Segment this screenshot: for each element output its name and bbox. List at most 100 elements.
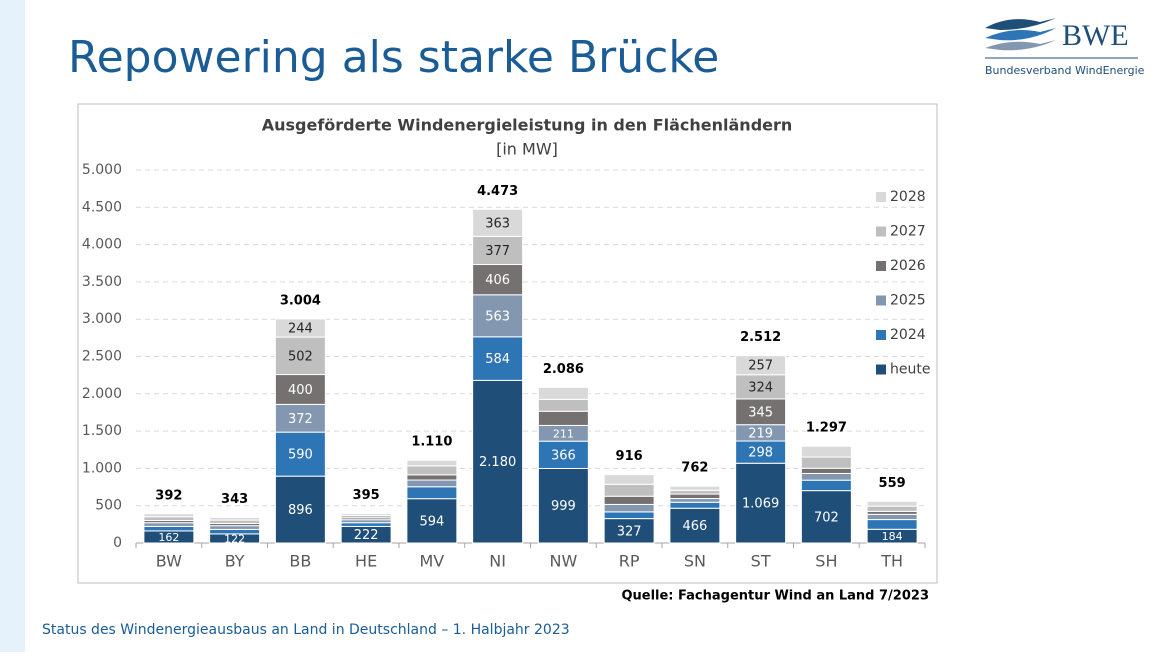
bar-segment [143,516,195,521]
bar-segment [472,336,524,381]
x-tick-label: BB [289,552,311,571]
bar-segment [274,403,326,433]
bar-segment [274,336,326,376]
segment-label: 563 [485,309,510,324]
bar-segment [800,472,852,481]
logo-text: BWE [1062,19,1129,52]
bar-segment [406,486,458,500]
side-strip [0,0,25,652]
legend-swatch [876,261,886,271]
total-label: 1.297 [806,421,847,436]
y-tick-label: 2.500 [82,349,122,365]
bar-segment [209,528,261,535]
segment-label: 406 [485,273,510,288]
y-tick-label: 500 [95,498,122,514]
legend-label: 2025 [890,293,926,309]
segment-label: 162 [158,531,179,544]
segment-label: 590 [288,448,313,463]
y-tick-label: 5.000 [82,162,122,178]
x-tick-label: BW [156,552,182,571]
bar-segment [537,440,589,469]
bar-segment [537,398,589,412]
segment-label: 298 [748,446,773,461]
segment-label: 345 [748,405,773,420]
bar-segment [603,518,655,544]
legend-label: 2024 [890,327,926,343]
bar-segment [274,475,326,544]
bar-segment [669,498,721,503]
legend-label: 2026 [890,258,926,274]
bar-segment [340,513,392,516]
y-tick-label: 2.000 [82,386,122,402]
segment-label: 363 [485,216,510,231]
legend-label: 2028 [890,189,926,205]
bar-segment [537,467,589,544]
bar-segment [669,489,721,495]
logo-subtitle: Bundesverband WindEnergie [985,64,1145,77]
total-label: 3.004 [280,293,321,308]
segment-label: 244 [288,322,313,337]
total-label: 2.512 [740,330,781,345]
segment-label: 1.069 [742,497,779,512]
bar-segment [669,485,721,491]
y-tick-label: 3.500 [82,274,122,290]
bar-segment [735,462,787,544]
bar-segment [143,522,195,527]
segment-label: 702 [814,510,839,525]
segment-label: 2.180 [479,455,516,470]
chart-subtitle: [in MW] [496,140,558,159]
segment-label: 219 [748,426,773,441]
bar-segment [472,264,524,296]
x-tick-label: MV [420,552,445,571]
bar-segment [603,511,655,520]
legend-label: heute [890,362,930,378]
x-tick-label: SN [684,552,706,571]
bar-segment [472,379,524,544]
total-label: 559 [879,476,906,491]
y-tick-label: 0 [113,535,122,551]
x-tick-label: RP [619,552,640,571]
legend-swatch [876,364,886,375]
bar-segment [406,479,458,488]
legend-swatch [876,192,886,202]
segment-label: 366 [551,448,576,463]
bar-segment [406,465,458,476]
bar-segment [143,513,195,518]
y-tick-label: 4.500 [82,199,122,215]
bar-segment [866,500,918,507]
x-tick-label: ST [751,552,771,571]
bar-segment [800,456,852,469]
segment-label: 896 [288,503,313,518]
bar-segment [603,474,655,485]
total-label: 395 [353,488,380,503]
x-tick-label: TH [880,552,903,571]
segment-label: 594 [419,514,444,529]
bar-segment [800,479,852,492]
bar-segment [866,513,918,521]
footer: Status des Windenergieausbaus an Land in… [42,622,570,638]
total-label: 916 [616,449,643,464]
x-tick-label: SH [815,552,837,571]
segment-label: 377 [485,244,510,259]
bar-segment [537,386,589,400]
bar-segment [274,318,326,338]
y-tick-label: 1.500 [82,423,122,439]
legend-swatch [876,330,886,340]
segment-label: 999 [551,499,576,514]
segment-label: 222 [354,528,379,543]
bar-segment [209,525,261,530]
x-tick-label: NW [549,552,577,571]
segment-label: 327 [617,524,642,539]
bar-segment [603,495,655,505]
legend-swatch [876,295,886,306]
bar-segment [866,505,918,512]
y-tick-label: 3.000 [82,311,122,327]
bar-segment [472,208,524,237]
bar-segment [406,459,458,467]
bar-segment [406,474,458,481]
segment-label: 211 [553,427,574,440]
bar-segment [603,503,655,513]
x-tick-label: HE [355,552,377,571]
total-label: 2.086 [543,362,584,377]
segment-label: 372 [288,412,313,427]
